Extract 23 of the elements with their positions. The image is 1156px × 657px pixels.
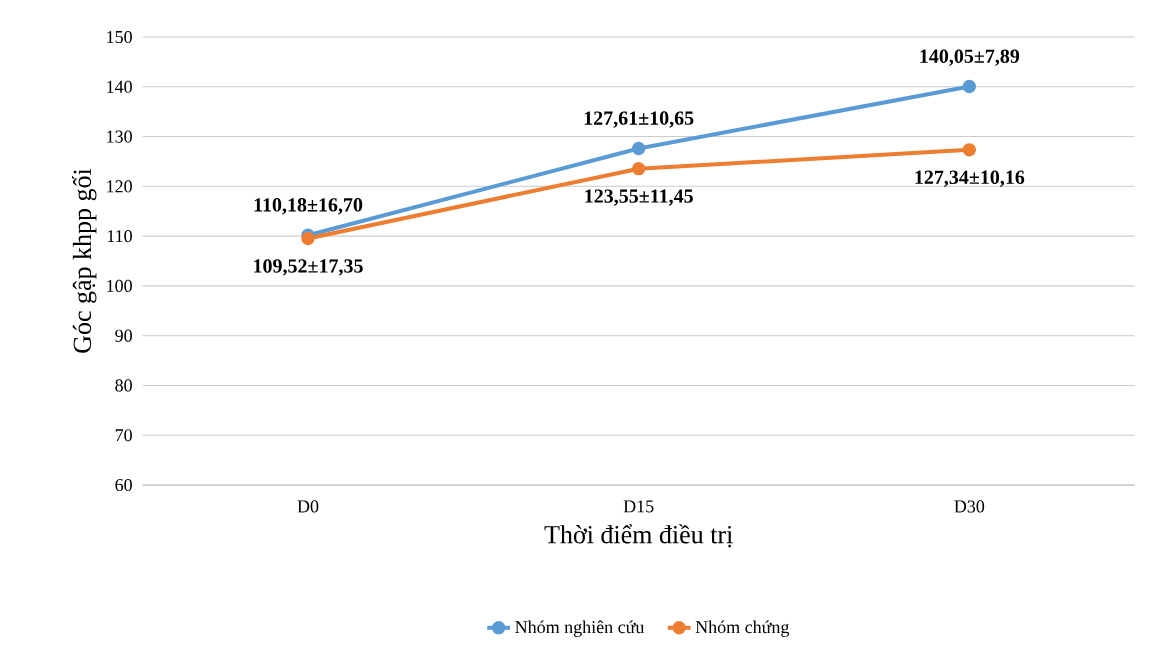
data-label: 123,55±11,45 xyxy=(585,189,693,206)
y-tick-label: 60 xyxy=(115,478,132,492)
y-tick-label: 100 xyxy=(107,279,132,292)
y-tick-label: 150 xyxy=(107,30,132,44)
y-tick-label: 90 xyxy=(115,329,132,342)
x-tick-label: D30 xyxy=(954,500,985,513)
y-tick-label: 120 xyxy=(107,180,132,193)
data-label: 109,52±17,35 xyxy=(254,259,363,276)
legend-label: Nhóm nghiên cứu xyxy=(515,620,645,637)
data-label: 127,61±10,65 xyxy=(584,111,694,128)
y-tick-label: 80 xyxy=(115,379,132,392)
y-tick-label: 130 xyxy=(107,130,132,143)
data-label: 127,34±10,16 xyxy=(915,170,1025,187)
legend-label: Nhóm chứng xyxy=(695,620,790,637)
data-label: 140,05±7,89 xyxy=(920,49,1020,66)
x-tick-label: D15 xyxy=(623,500,654,513)
y-tick-label: 140 xyxy=(107,80,132,93)
x-tick-label: D0 xyxy=(297,500,319,513)
y-axis-title: Góc gập khpp gối xyxy=(72,168,97,353)
y-tick-label: 70 xyxy=(115,429,132,442)
x-axis-title: Thời điểm điều trị xyxy=(544,524,733,548)
data-label: 110,18±16,70 xyxy=(254,198,363,215)
y-tick-label: 110 xyxy=(107,230,132,243)
